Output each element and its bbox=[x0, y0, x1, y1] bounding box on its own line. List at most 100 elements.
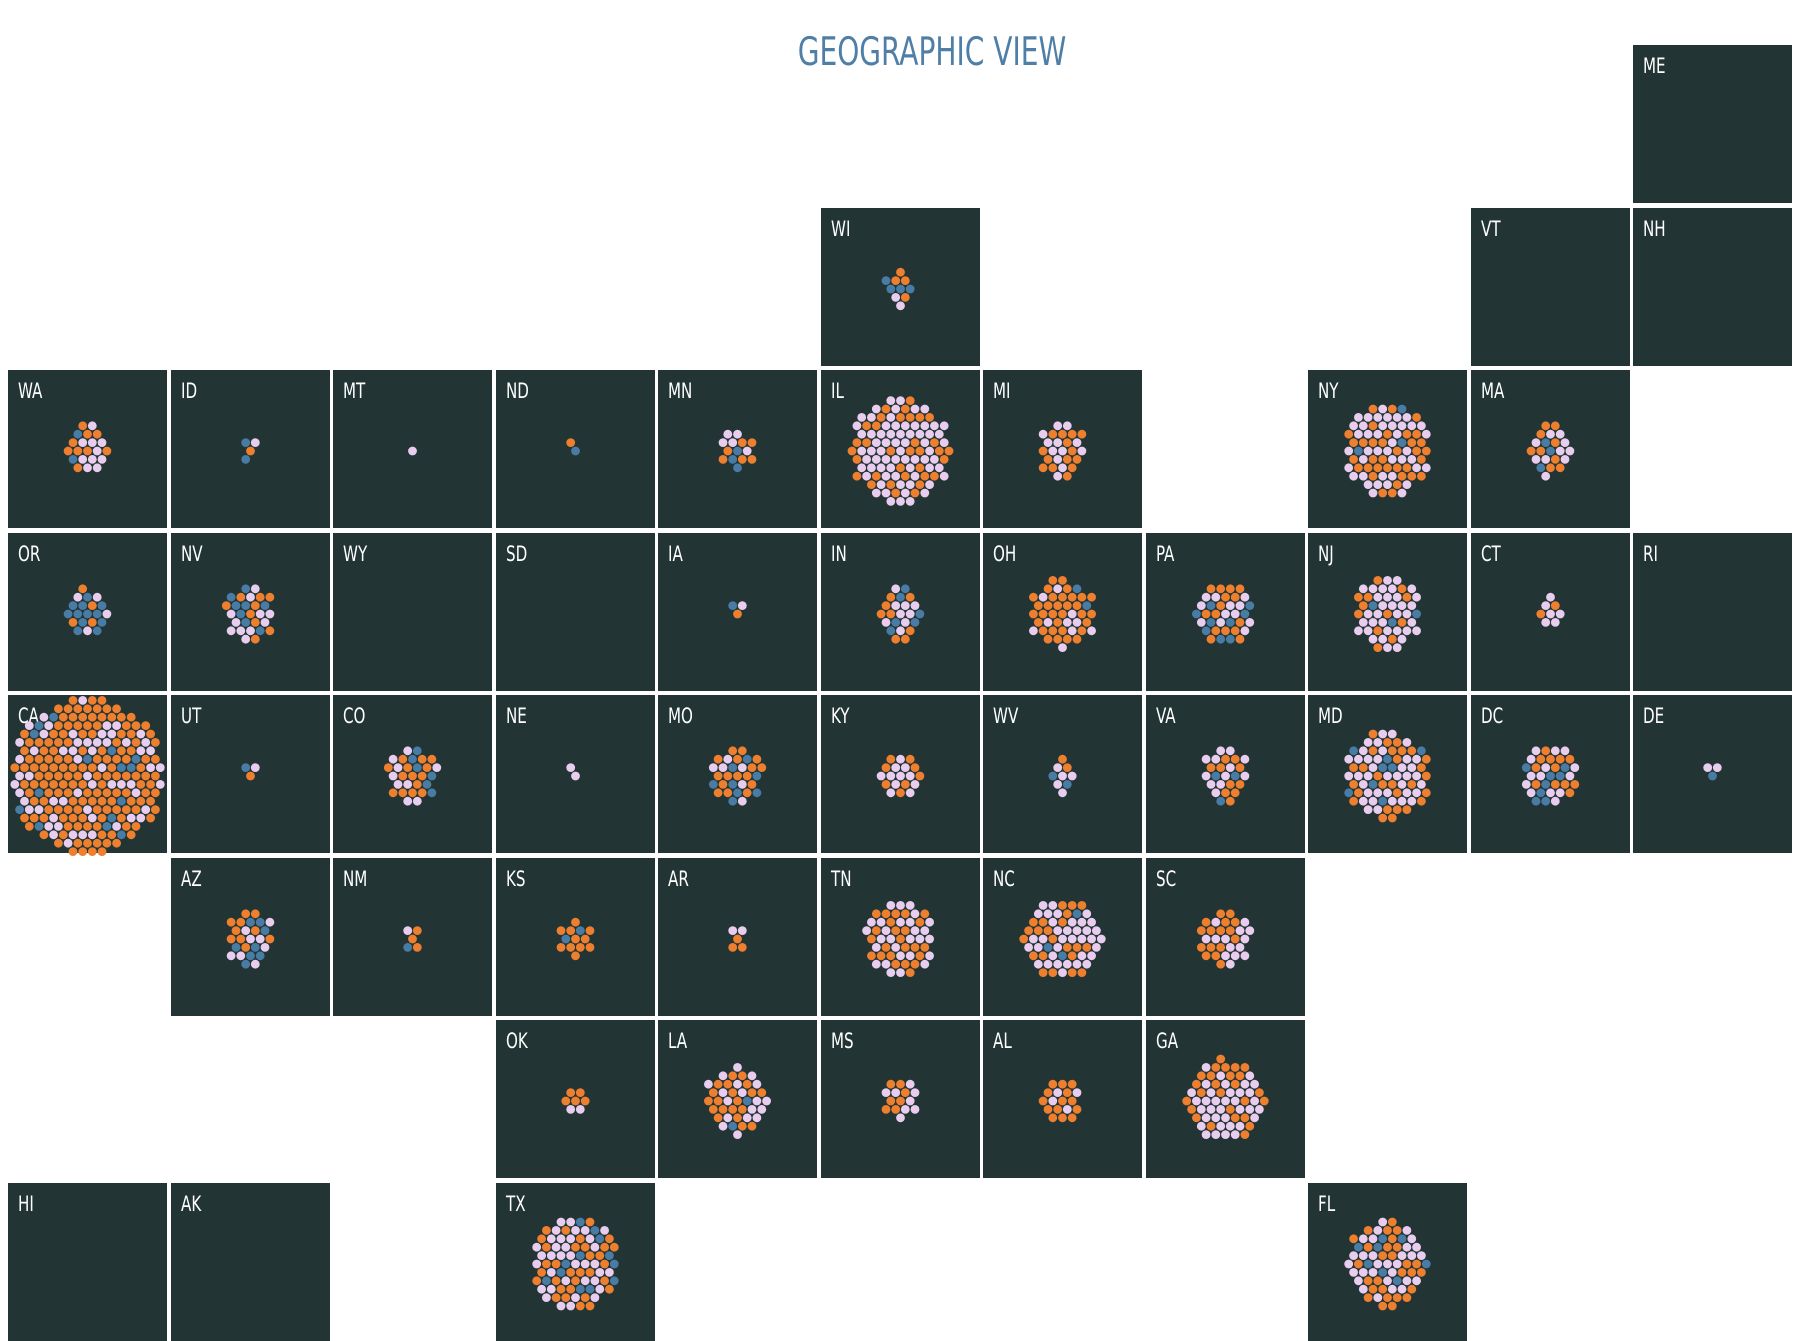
orange-dot bbox=[131, 822, 141, 831]
state-tile-ia[interactable]: IA bbox=[658, 532, 817, 691]
state-tile-tn[interactable]: TN bbox=[820, 857, 980, 1016]
orange-dot bbox=[1387, 746, 1397, 756]
orange-dot bbox=[1373, 771, 1383, 781]
state-tile-de[interactable]: DE bbox=[1633, 695, 1792, 853]
orange-dot bbox=[24, 822, 34, 831]
orange-dot bbox=[551, 1275, 560, 1285]
orange-dot bbox=[63, 704, 73, 714]
orange-dot bbox=[1550, 438, 1560, 447]
orange-dot bbox=[580, 1292, 590, 1302]
orange-dot bbox=[1363, 463, 1373, 473]
pink-dot bbox=[890, 404, 900, 414]
state-label: IN bbox=[830, 541, 847, 566]
state-tile-tx[interactable]: TX bbox=[495, 1182, 655, 1341]
orange-dot bbox=[1210, 1079, 1220, 1089]
pink-dot bbox=[1072, 925, 1082, 935]
state-tile-nv[interactable]: NV bbox=[170, 532, 330, 691]
blue-dot bbox=[733, 446, 742, 456]
state-tile-nh[interactable]: NH bbox=[1633, 207, 1792, 366]
state-tile-mi[interactable]: MI bbox=[983, 370, 1142, 528]
orange-dot bbox=[1215, 925, 1225, 935]
state-tile-ct[interactable]: CT bbox=[1470, 532, 1630, 691]
state-tile-ms[interactable]: MS bbox=[820, 1020, 980, 1178]
blue-dot bbox=[1225, 617, 1235, 627]
state-tile-ar[interactable]: AR bbox=[658, 857, 817, 1016]
orange-dot bbox=[890, 925, 900, 935]
orange-dot bbox=[398, 771, 408, 781]
state-tile-ca[interactable]: CA bbox=[8, 695, 167, 856]
state-tile-nm[interactable]: NM bbox=[333, 857, 492, 1016]
state-tile-wa[interactable]: WA bbox=[8, 370, 167, 528]
state-tile-sc[interactable]: SC bbox=[1145, 857, 1305, 1016]
state-tile-mo[interactable]: MO bbox=[658, 695, 817, 853]
state-tile-ma[interactable]: MA bbox=[1470, 370, 1630, 528]
state-tile-al[interactable]: AL bbox=[983, 1020, 1142, 1178]
orange-dot bbox=[422, 763, 432, 772]
state-tile-hi[interactable]: HI bbox=[8, 1182, 167, 1341]
state-tile-wv[interactable]: WV bbox=[983, 695, 1142, 853]
blue-dot bbox=[260, 925, 269, 935]
state-tile-wi[interactable]: WI bbox=[820, 207, 980, 366]
state-tile-ks[interactable]: KS bbox=[495, 857, 655, 1016]
pink-dot bbox=[752, 1113, 762, 1123]
orange-dot bbox=[1043, 600, 1053, 610]
state-label: HI bbox=[18, 1191, 34, 1216]
state-tile-nj[interactable]: NJ bbox=[1308, 532, 1467, 691]
state-tile-wy[interactable]: WY bbox=[333, 532, 492, 691]
state-tile-az[interactable]: AZ bbox=[170, 857, 330, 1016]
orange-dot bbox=[1383, 463, 1392, 473]
orange-dot bbox=[609, 1242, 619, 1252]
state-tile-ga[interactable]: GA bbox=[1145, 1020, 1305, 1178]
state-tile-or[interactable]: OR bbox=[8, 532, 167, 691]
state-tile-va[interactable]: VA bbox=[1145, 695, 1305, 853]
state-tile-co[interactable]: CO bbox=[333, 695, 492, 853]
state-tile-ok[interactable]: OK bbox=[495, 1020, 655, 1178]
state-tile-dc[interactable]: DC bbox=[1470, 695, 1630, 853]
state-tile-ky[interactable]: KY bbox=[820, 695, 980, 853]
state-tile-id[interactable]: ID bbox=[170, 370, 330, 528]
state-tile-ny[interactable]: NY bbox=[1308, 370, 1467, 528]
state-tile-vt[interactable]: VT bbox=[1470, 207, 1630, 366]
orange-dot bbox=[87, 600, 97, 610]
state-tile-oh[interactable]: OH bbox=[983, 532, 1142, 691]
state-tile-nd[interactable]: ND bbox=[495, 370, 655, 528]
state-tile-il[interactable]: IL bbox=[820, 370, 980, 528]
blue-dot bbox=[34, 822, 44, 831]
state-label: OK bbox=[505, 1029, 528, 1053]
orange-dot bbox=[1407, 746, 1417, 756]
pink-dot bbox=[1235, 942, 1244, 952]
orange-dot bbox=[900, 925, 910, 935]
orange-dot bbox=[1412, 413, 1421, 422]
orange-dot bbox=[141, 721, 151, 730]
state-label: LA bbox=[668, 1029, 688, 1053]
state-label: MD bbox=[1318, 704, 1343, 728]
state-tile-mn[interactable]: MN bbox=[658, 370, 817, 528]
orange-dot bbox=[1062, 1088, 1072, 1097]
state-tile-ut[interactable]: UT bbox=[170, 695, 330, 853]
orange-dot bbox=[92, 771, 102, 781]
state-tile-pa[interactable]: PA bbox=[1145, 532, 1305, 691]
state-tile-fl[interactable]: FL bbox=[1308, 1182, 1467, 1341]
state-tile-nc[interactable]: NC bbox=[983, 857, 1142, 1016]
orange-dot bbox=[1087, 592, 1096, 602]
orange-dot bbox=[905, 413, 915, 422]
pink-dot bbox=[1062, 617, 1072, 627]
state-tile-ne[interactable]: NE bbox=[495, 695, 655, 853]
state-tile-ri[interactable]: RI bbox=[1633, 532, 1792, 691]
orange-dot bbox=[737, 455, 747, 464]
orange-dot bbox=[885, 950, 895, 960]
orange-dot bbox=[54, 838, 63, 848]
blue-dot bbox=[29, 729, 39, 739]
pink-dot bbox=[885, 429, 895, 439]
blue-dot bbox=[1397, 1233, 1407, 1243]
pink-dot bbox=[1220, 1079, 1230, 1089]
state-tile-ak[interactable]: AK bbox=[170, 1182, 330, 1341]
state-tile-md[interactable]: MD bbox=[1308, 695, 1467, 853]
state-tile-la[interactable]: LA bbox=[658, 1020, 817, 1178]
pink-dot bbox=[1397, 796, 1407, 806]
state-tile-mt[interactable]: MT bbox=[333, 370, 492, 528]
state-tile-me[interactable]: ME bbox=[1633, 45, 1792, 203]
state-tile-sd[interactable]: SD bbox=[495, 532, 655, 691]
pink-dot bbox=[87, 455, 97, 464]
state-tile-in[interactable]: IN bbox=[820, 532, 980, 691]
